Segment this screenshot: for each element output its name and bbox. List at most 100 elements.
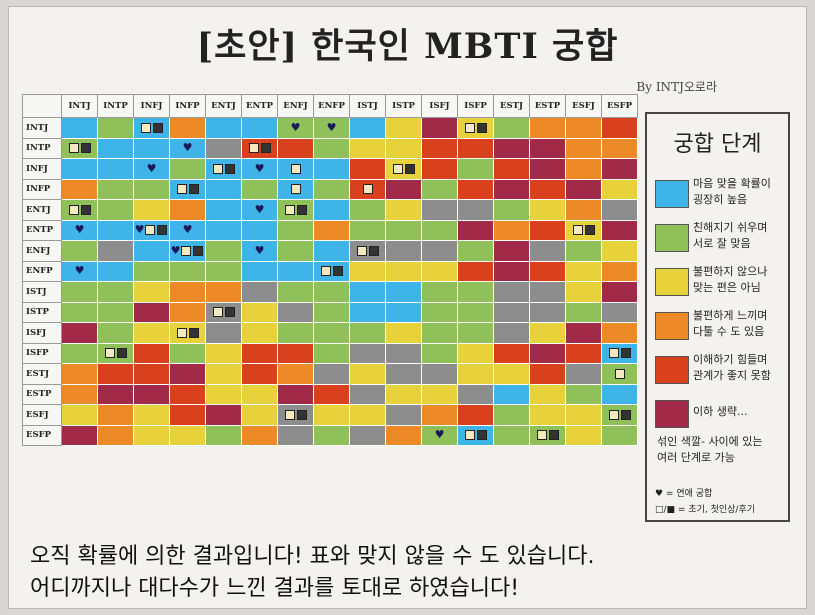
compat-cell	[349, 424, 386, 446]
compat-cell	[61, 301, 98, 323]
compat-cell	[205, 281, 242, 303]
compat-cell	[421, 322, 458, 344]
compat-cell	[601, 404, 638, 426]
compat-cell	[565, 424, 602, 446]
compat-cell	[493, 342, 530, 364]
compat-cell	[133, 342, 170, 364]
grid-row: ISFJ	[22, 322, 638, 344]
compat-cell: ♥	[133, 158, 170, 180]
compat-cell	[133, 117, 170, 139]
compat-cell: ♥	[61, 219, 98, 241]
compat-cell	[421, 301, 458, 323]
compat-cell	[493, 363, 530, 385]
initial-impression-icon	[68, 204, 79, 215]
compat-cell	[97, 158, 134, 180]
compat-cell: ♥	[133, 219, 170, 241]
compat-cell	[565, 199, 602, 221]
compat-cell	[385, 117, 422, 139]
compat-cell	[457, 322, 494, 344]
heart-icon: ♥	[254, 202, 265, 216]
compat-cell	[565, 281, 602, 303]
compat-cell	[457, 260, 494, 282]
heart-key: ♥ = 연애 궁합	[655, 489, 713, 499]
grid-row: ESTP	[22, 383, 638, 405]
compat-cell	[457, 363, 494, 385]
compat-cell	[529, 301, 566, 323]
row-header: ISTJ	[22, 281, 62, 303]
compat-cell	[349, 342, 386, 364]
compat-cell	[169, 158, 206, 180]
compat-cell	[385, 342, 422, 364]
legend-swatch-green	[655, 224, 689, 252]
compat-cell	[205, 301, 242, 323]
compat-cell	[457, 240, 494, 262]
compat-cell	[493, 260, 530, 282]
compat-cell	[277, 240, 314, 262]
compat-cell	[97, 219, 134, 241]
compat-cell	[97, 199, 134, 221]
heart-icon: ♥	[134, 223, 145, 237]
initial-impression-icon	[68, 143, 79, 154]
legend-text: 굉장히 높음	[693, 193, 748, 206]
grid-row: INTP ♥	[22, 137, 638, 159]
compat-cell	[61, 281, 98, 303]
later-impression-icon	[260, 143, 271, 154]
compat-cell	[205, 322, 242, 344]
compat-cell	[385, 424, 422, 446]
grid-row: INFP	[22, 178, 638, 200]
compat-cell	[349, 301, 386, 323]
initial-impression-icon	[464, 430, 475, 441]
compat-cell	[97, 383, 134, 405]
later-impression-icon	[188, 327, 199, 338]
compat-cell	[277, 383, 314, 405]
compat-cell	[601, 199, 638, 221]
compat-cell	[241, 424, 278, 446]
compat-cell	[313, 158, 350, 180]
grid-row: INFJ ♥ ♥	[22, 158, 638, 180]
compat-cell	[601, 219, 638, 241]
compat-cell: ♥	[169, 240, 206, 262]
compat-cell	[601, 301, 638, 323]
initial-impression-icon	[284, 204, 295, 215]
compat-cell	[385, 404, 422, 426]
legend-swatch-yellow	[655, 268, 689, 296]
column-header: ISTP	[385, 94, 422, 118]
later-impression-icon	[620, 409, 631, 420]
row-header: ENFP	[22, 260, 62, 282]
compat-cell	[97, 301, 134, 323]
later-impression-icon	[157, 225, 168, 236]
heart-icon: ♥	[146, 161, 157, 175]
compat-cell	[349, 383, 386, 405]
compat-cell	[241, 117, 278, 139]
row-header: ENTP	[22, 219, 62, 241]
compat-cell	[313, 424, 350, 446]
initial-impression-icon	[290, 184, 301, 195]
grid-row: ISFP	[22, 342, 638, 364]
compat-cell	[349, 158, 386, 180]
compat-cell	[493, 281, 530, 303]
compat-cell	[313, 383, 350, 405]
legend-text: 마음 맞을 확률이	[693, 177, 771, 190]
legend-text: 불편하게 느끼며	[693, 309, 768, 322]
column-header: INTJ	[61, 94, 98, 118]
compat-cell	[205, 342, 242, 364]
compat-cell	[277, 404, 314, 426]
compat-cell	[205, 158, 242, 180]
compat-cell	[133, 137, 170, 159]
initial-impression-icon	[140, 122, 151, 133]
row-header: ESFP	[22, 424, 62, 446]
heart-icon: ♥	[434, 428, 445, 442]
legend-item-good: 친해지기 쉬우며 서로 잘 맞음	[655, 220, 790, 254]
later-impression-icon	[332, 266, 343, 277]
initial-impression-icon	[290, 163, 301, 174]
compat-cell	[565, 363, 602, 385]
compat-cell	[601, 260, 638, 282]
grid-row: ENTJ ♥	[22, 199, 638, 221]
compat-cell	[349, 178, 386, 200]
compat-cell	[529, 260, 566, 282]
compat-cell	[493, 383, 530, 405]
initial-impression-icon	[104, 348, 115, 359]
compat-cell	[61, 424, 98, 446]
later-impression-icon	[188, 184, 199, 195]
compat-cell	[565, 322, 602, 344]
